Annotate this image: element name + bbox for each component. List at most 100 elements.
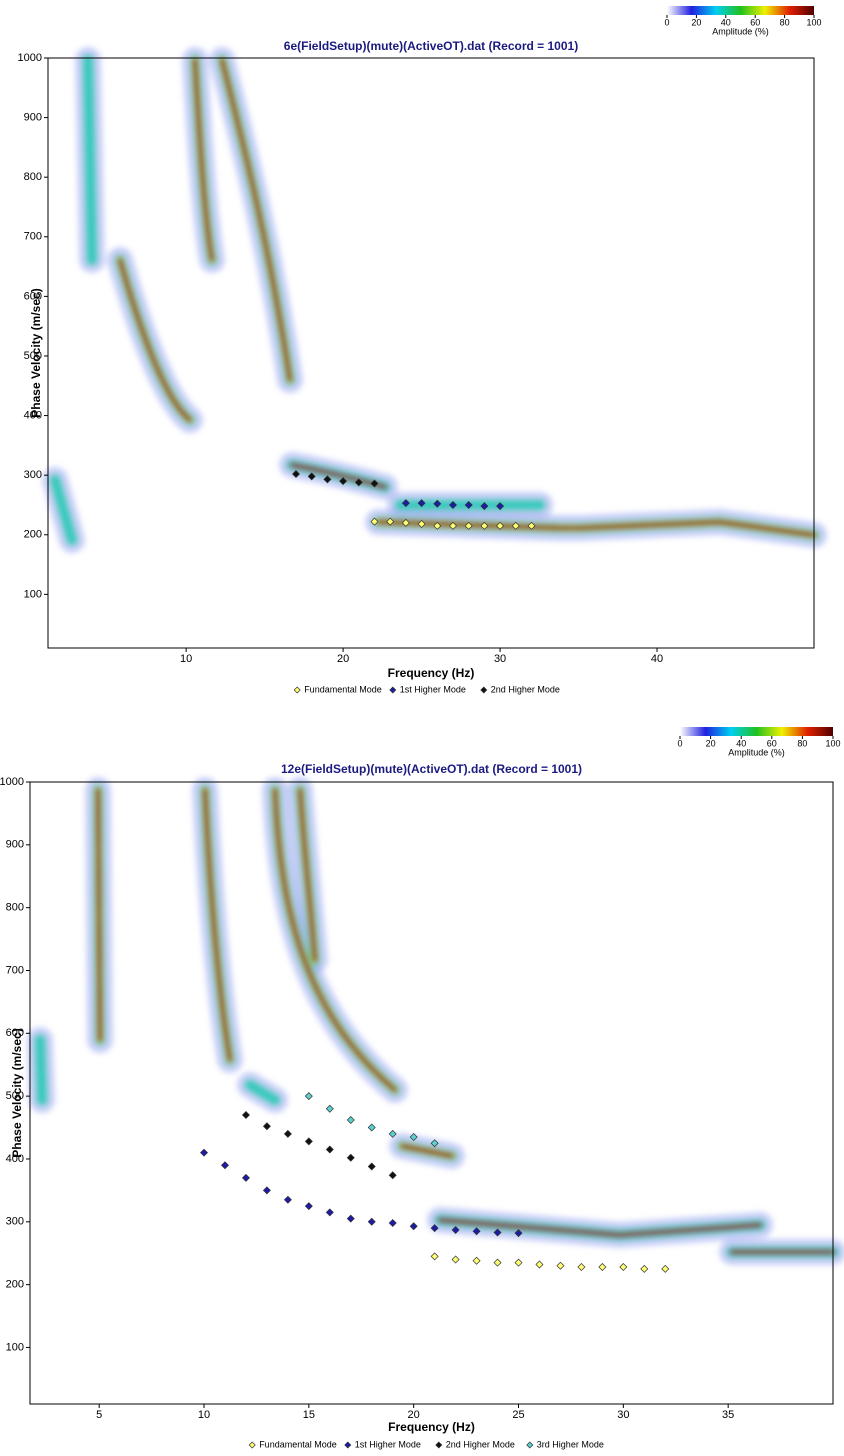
y-axis-label: Phase Velocity (m/sec)	[10, 1028, 24, 1157]
y-tick-label: 200	[24, 529, 42, 541]
legend-marker	[344, 1441, 352, 1449]
mode-point	[367, 1162, 376, 1171]
mode-point	[346, 1214, 355, 1223]
mode-point	[339, 477, 348, 486]
y-tick-label: 1000	[18, 52, 42, 64]
legend-label: 3rd Higher Mode	[537, 1439, 604, 1449]
mode-point	[388, 1129, 397, 1138]
mode-point	[448, 500, 457, 509]
x-tick-label: 25	[512, 1409, 524, 1421]
mode-point	[304, 1137, 313, 1146]
y-tick-label: 500	[24, 350, 42, 362]
colorbar-tick-label: 0	[677, 738, 682, 748]
mode-point	[514, 1258, 523, 1267]
y-tick-label: 1000	[0, 776, 24, 788]
legend-marker	[480, 686, 488, 694]
mode-point	[200, 1148, 209, 1157]
x-tick-label: 20	[337, 653, 349, 665]
mode-point	[241, 1110, 250, 1119]
mode-point	[304, 1202, 313, 1211]
colorbar-tick-label: 20	[706, 738, 716, 748]
mode-point	[496, 502, 505, 511]
legend-marker	[435, 1441, 443, 1449]
mode-point	[493, 1258, 502, 1267]
colorbar-label: Amplitude (%)	[728, 747, 785, 757]
mode-point	[556, 1261, 565, 1270]
legend-marker	[389, 686, 397, 694]
mode-point	[448, 521, 457, 530]
y-axis-label: Phase Velocity (m/sec)	[29, 288, 43, 417]
colorbar	[680, 727, 833, 736]
mode-point	[292, 469, 301, 478]
mode-point	[241, 1173, 250, 1182]
mode-point	[325, 1208, 334, 1217]
y-tick-label: 700	[24, 231, 42, 243]
mode-point	[480, 521, 489, 530]
y-tick-label: 600	[24, 290, 42, 302]
legend-label: Fundamental Mode	[259, 1439, 337, 1449]
mode-point	[367, 1217, 376, 1226]
mode-point	[430, 1139, 439, 1148]
plot-frame	[47, 57, 815, 649]
y-tick-label: 600	[6, 1027, 24, 1039]
mode-point	[598, 1263, 607, 1272]
mode-point	[514, 1229, 523, 1238]
mode-point	[346, 1116, 355, 1125]
mode-point	[401, 499, 410, 508]
x-tick-label: 20	[408, 1409, 420, 1421]
mode-point	[370, 517, 379, 526]
y-tick-label: 500	[6, 1090, 24, 1102]
colorbar-tick-label: 60	[750, 17, 760, 27]
mode-point	[417, 520, 426, 529]
mode-point	[464, 500, 473, 509]
mode-point	[283, 1195, 292, 1204]
mode-point	[262, 1122, 271, 1131]
mode-point	[409, 1222, 418, 1231]
spectrum-background	[40, 60, 833, 1252]
colorbar-tick-label: 100	[825, 738, 840, 748]
x-tick-label: 15	[303, 1409, 315, 1421]
mode-point	[661, 1264, 670, 1273]
mode-point	[388, 1219, 397, 1228]
x-tick-label: 35	[722, 1409, 734, 1421]
y-tick-label: 900	[24, 112, 42, 124]
mode-point	[325, 1104, 334, 1113]
legend-label: 2nd Higher Mode	[446, 1439, 515, 1449]
colorbar-tick-label: 80	[780, 17, 790, 27]
x-tick-label: 10	[198, 1409, 210, 1421]
plot-frame	[29, 781, 834, 1405]
y-tick-label: 300	[24, 469, 42, 481]
mode-point	[401, 518, 410, 527]
y-tick-label: 800	[24, 171, 42, 183]
mode-point	[535, 1260, 544, 1269]
mode-point	[386, 517, 395, 526]
mode-point	[370, 479, 379, 488]
mode-point	[304, 1092, 313, 1101]
legend-marker	[248, 1441, 256, 1449]
x-tick-label: 40	[651, 653, 663, 665]
mode-point	[496, 521, 505, 530]
mode-point	[577, 1263, 586, 1272]
mode-point	[493, 1228, 502, 1237]
colorbar-tick-label: 0	[664, 17, 669, 27]
mode-point	[527, 521, 536, 530]
mode-point	[307, 472, 316, 481]
mode-point	[511, 521, 520, 530]
x-tick-label: 10	[180, 653, 192, 665]
y-tick-label: 400	[24, 409, 42, 421]
colorbar-tick-label: 40	[721, 17, 731, 27]
colorbar-tick-label: 60	[767, 738, 777, 748]
mode-point	[220, 1161, 229, 1170]
y-tick-label: 200	[6, 1279, 24, 1291]
mode-point	[433, 499, 442, 508]
legend-label: 2nd Higher Mode	[491, 684, 560, 694]
legend-marker	[293, 686, 301, 694]
mode-point	[388, 1171, 397, 1180]
colorbar-tick-label: 80	[797, 738, 807, 748]
mode-point	[367, 1123, 376, 1132]
mode-point	[409, 1132, 418, 1141]
mode-point	[619, 1263, 628, 1272]
mode-point	[472, 1227, 481, 1236]
mode-point	[472, 1256, 481, 1265]
